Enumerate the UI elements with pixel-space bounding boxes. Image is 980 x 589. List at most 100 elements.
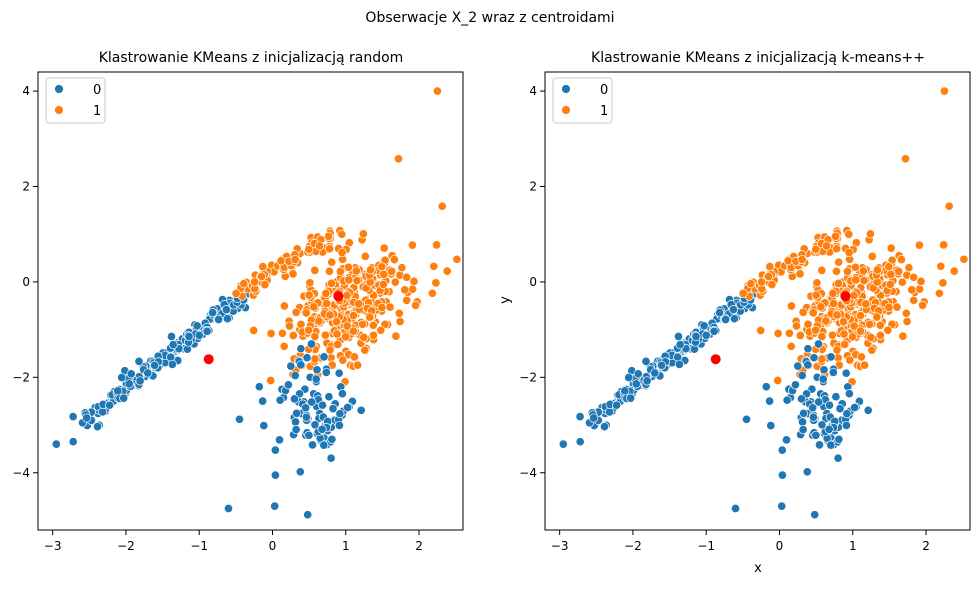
scatter-point-cluster-1 xyxy=(284,321,295,331)
scatter-point-cluster-1 xyxy=(304,244,314,254)
scatter-point-cluster-1 xyxy=(365,312,375,322)
scatter-point-cluster-1 xyxy=(389,255,399,265)
scatter-point-cluster-1 xyxy=(250,277,260,287)
y-tick-label: 0 xyxy=(22,275,30,289)
scatter-point-cluster-1 xyxy=(816,302,826,312)
x-tick-label: 0 xyxy=(269,539,277,553)
scatter-point-cluster-0 xyxy=(819,365,829,375)
scatter-point-cluster-0 xyxy=(589,413,599,423)
scatter-point-cluster-0 xyxy=(673,331,684,342)
scatter-point-cluster-1 xyxy=(757,277,767,287)
scatter-point-cluster-0 xyxy=(221,305,231,315)
scatter-point-cluster-1 xyxy=(377,302,387,313)
centroid-marker-1 xyxy=(333,291,344,302)
scatter-point-cluster-0 xyxy=(641,356,651,366)
plot-area-frame xyxy=(37,71,464,531)
scatter-point-cluster-1 xyxy=(279,341,289,351)
scatter-point-cluster-1 xyxy=(884,262,894,272)
scatter-point-cluster-1 xyxy=(831,231,841,241)
scatter-point-cluster-0 xyxy=(98,407,108,417)
scatter-point-cluster-1 xyxy=(341,332,351,342)
scatter-point-cluster-0 xyxy=(802,467,812,477)
scatter-point-cluster-0 xyxy=(283,380,293,390)
scatter-point-cluster-1 xyxy=(867,251,877,261)
scatter-point-cluster-1 xyxy=(831,266,841,276)
scatter-point-cluster-0 xyxy=(624,372,634,383)
legend: 0 1 xyxy=(552,77,613,124)
scatter-point-cluster-0 xyxy=(728,305,738,315)
scatter-point-cluster-1 xyxy=(875,320,885,330)
scatter-point-cluster-1 xyxy=(773,328,783,339)
scatter-point-cluster-0 xyxy=(126,369,136,379)
scatter-point-cluster-1 xyxy=(821,316,831,326)
scatter-point-cluster-1 xyxy=(344,275,354,285)
scatter-point-cluster-0 xyxy=(296,360,306,370)
scatter-point-cluster-1 xyxy=(324,266,334,276)
scatter-point-cluster-0 xyxy=(842,409,852,419)
scatter-point-cluster-1 xyxy=(765,262,775,272)
scatter-point-cluster-0 xyxy=(105,400,115,410)
scatter-point-cluster-0 xyxy=(303,510,313,520)
scatter-point-cluster-1 xyxy=(914,240,924,250)
scatter-point-cluster-1 xyxy=(358,319,368,329)
scatter-point-cluster-1 xyxy=(258,262,268,272)
scatter-point-cluster-0 xyxy=(833,453,843,463)
scatter-point-cluster-0 xyxy=(317,400,328,410)
scatter-point-cluster-0 xyxy=(863,405,873,415)
scatter-point-cluster-1 xyxy=(260,280,270,290)
scatter-point-cluster-0 xyxy=(699,321,709,331)
scatter-point-cluster-1 xyxy=(391,331,401,341)
scatter-point-cluster-1 xyxy=(333,339,343,349)
scatter-point-cluster-1 xyxy=(400,285,410,295)
scatter-point-cluster-1 xyxy=(838,317,849,327)
scatter-point-cluster-1 xyxy=(320,330,330,340)
scatter-point-cluster-1 xyxy=(276,256,286,266)
scatter-point-cluster-1 xyxy=(798,307,808,317)
scatter-point-cluster-1 xyxy=(817,331,827,342)
scatter-point-cluster-1 xyxy=(351,266,361,276)
centroids-layer xyxy=(710,291,851,365)
scatter-point-cluster-1 xyxy=(797,254,807,265)
scatter-point-cluster-0 xyxy=(292,408,302,418)
scatter-point-cluster-1 xyxy=(866,332,876,342)
scatter-point-cluster-0 xyxy=(841,420,851,430)
scatter-point-cluster-1 xyxy=(884,302,894,313)
scatter-point-cluster-1 xyxy=(886,269,896,279)
scatter-point-cluster-1 xyxy=(257,271,267,282)
scatter-point-cluster-0 xyxy=(254,382,264,392)
scatter-point-cluster-1 xyxy=(795,269,805,279)
scatter-point-cluster-1 xyxy=(939,86,949,96)
y-tick-label: −2 xyxy=(12,370,30,384)
scatter-point-cluster-1 xyxy=(872,312,882,322)
scatter-point-cluster-0 xyxy=(214,314,224,325)
scatter-point-cluster-0 xyxy=(51,439,61,449)
scatter-point-cluster-0 xyxy=(334,368,344,378)
scatter-point-cluster-1 xyxy=(934,288,944,298)
x-tick-label: −2 xyxy=(117,539,135,553)
panel-kmeanspp: Klastrowanie KMeans z inicjalizacją k-me… xyxy=(498,50,971,576)
legend-marker-1 xyxy=(54,105,64,115)
scatter-point-cluster-1 xyxy=(310,354,320,364)
scatter-point-cluster-0 xyxy=(184,331,194,342)
scatter-point-cluster-1 xyxy=(872,265,883,275)
scatter-point-cluster-0 xyxy=(814,397,824,407)
points-layer xyxy=(558,86,969,520)
scatter-point-cluster-1 xyxy=(309,302,319,312)
scatter-point-cluster-1 xyxy=(773,375,783,386)
scatter-point-cluster-1 xyxy=(310,265,320,275)
x-tick-label: −2 xyxy=(624,539,642,553)
scatter-point-cluster-1 xyxy=(360,251,370,261)
scatter-point-cluster-0 xyxy=(797,370,807,381)
scatter-point-cluster-1 xyxy=(856,352,866,362)
scatter-point-cluster-0 xyxy=(319,352,329,362)
scatter-point-cluster-0 xyxy=(337,389,347,399)
scatter-point-cluster-0 xyxy=(814,440,825,450)
scatter-point-cluster-0 xyxy=(92,422,103,432)
scatter-point-cluster-0 xyxy=(290,370,300,381)
scatter-point-cluster-1 xyxy=(387,266,397,276)
y-tick-label: −2 xyxy=(519,370,537,384)
scatter-point-cluster-0 xyxy=(798,425,808,435)
scatter-point-cluster-1 xyxy=(343,262,354,272)
scatter-point-cluster-0 xyxy=(289,394,300,404)
